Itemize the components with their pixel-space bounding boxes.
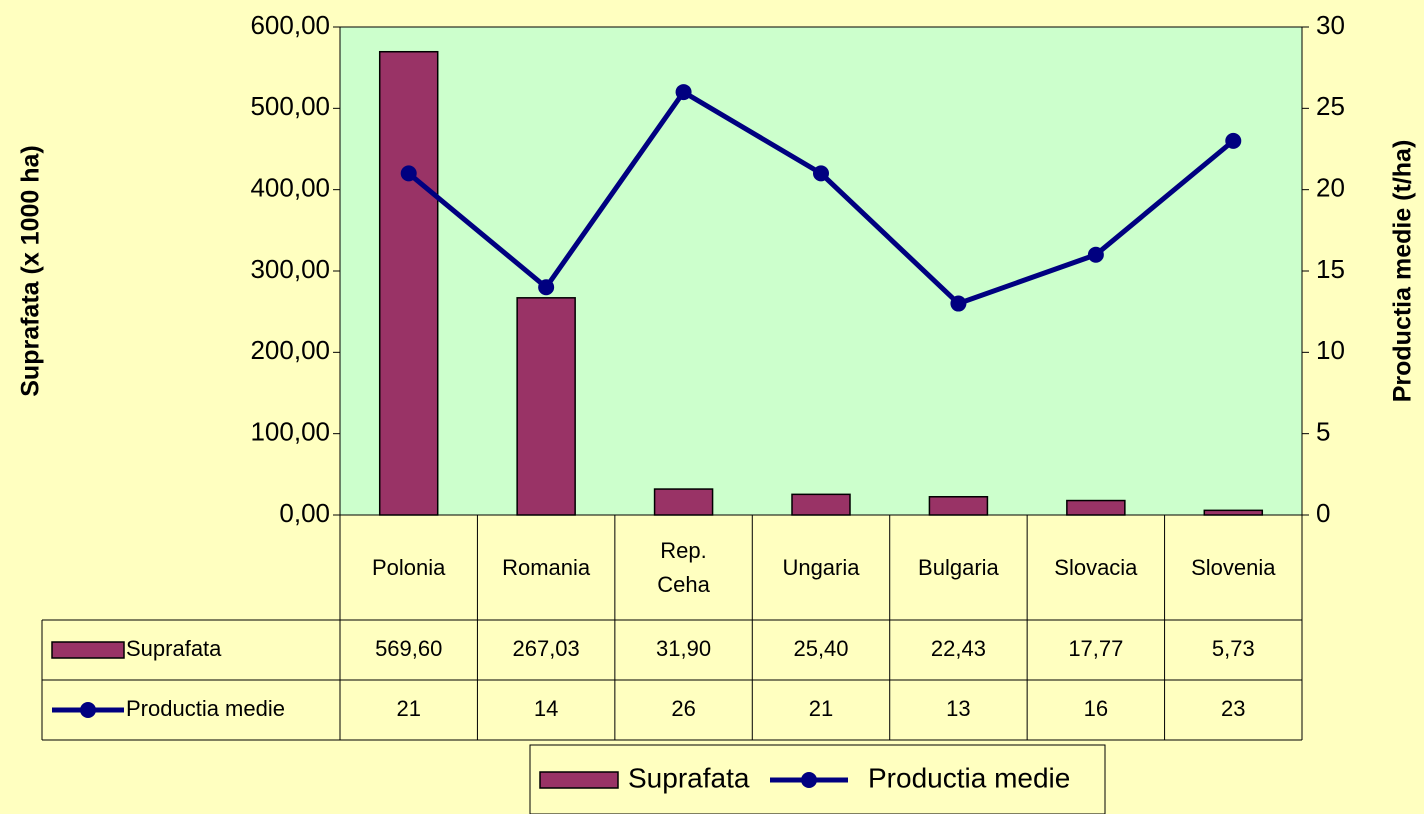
bar xyxy=(378,50,439,516)
table-value: 14 xyxy=(534,696,558,721)
table-legend-label: Productia medie xyxy=(126,696,285,721)
table-legend-label: Suprafata xyxy=(126,636,222,661)
x-tick-label: Ungaria xyxy=(782,554,860,580)
y-tick-label: 500,00 xyxy=(250,91,330,121)
y2-tick-label: 20 xyxy=(1316,173,1345,203)
line-marker xyxy=(1087,246,1104,263)
legend-marker xyxy=(80,702,96,718)
legend-swatch xyxy=(539,771,619,789)
table-value: 22,43 xyxy=(931,636,986,661)
y2-tick-label: 10 xyxy=(1316,335,1345,365)
table-value: 5,73 xyxy=(1212,636,1255,661)
plot-area xyxy=(339,26,1303,516)
table-value: 267,03 xyxy=(512,636,579,661)
table-value: 16 xyxy=(1084,696,1108,721)
x-tick-label: Bulgaria xyxy=(918,554,999,580)
bar xyxy=(1066,499,1126,516)
table-value: 569,60 xyxy=(375,636,442,661)
x-tick-label: Polonia xyxy=(372,554,446,580)
line-marker xyxy=(538,279,555,296)
category-cell: Ungaria xyxy=(782,554,860,580)
y-tick-label: 200,00 xyxy=(250,335,330,365)
y-axis-title: Suprafata (x 1000 ha) xyxy=(17,145,45,397)
y-tick-label: 0,00 xyxy=(279,498,330,528)
y2-tick-label: 15 xyxy=(1316,254,1345,284)
table-value: 31,90 xyxy=(656,636,711,661)
line-marker xyxy=(675,84,692,101)
y2-tick-label: 30 xyxy=(1316,10,1345,40)
legend-marker xyxy=(801,772,817,788)
x-tick-label: Rep. Ceha xyxy=(657,537,710,597)
bar xyxy=(653,488,714,516)
y-tick-label: 100,00 xyxy=(250,417,330,447)
category-cell: Romania xyxy=(502,554,591,580)
y-tick-label: 300,00 xyxy=(250,254,330,284)
x-tick-label: Slovenia xyxy=(1191,554,1276,580)
line-marker xyxy=(400,165,417,182)
category-cell: Slovenia xyxy=(1191,554,1276,580)
legend-label: Productia medie xyxy=(868,762,1070,793)
bar xyxy=(791,493,851,516)
line-marker xyxy=(813,165,829,182)
bar xyxy=(516,297,576,516)
y2-tick-label: 0 xyxy=(1316,498,1330,528)
line-marker xyxy=(1225,132,1242,149)
y2-axis-title: Productia medie (t/ha) xyxy=(1389,140,1417,403)
category-cell: Bulgaria xyxy=(918,554,999,580)
table-value: 26 xyxy=(671,696,695,721)
category-cell: Slovacia xyxy=(1054,554,1138,580)
table-value: 21 xyxy=(396,696,420,721)
line-marker xyxy=(950,295,967,312)
y2-tick-label: 25 xyxy=(1316,91,1345,121)
table-value: 21 xyxy=(809,696,833,721)
bar xyxy=(928,496,989,516)
y2-tick-label: 5 xyxy=(1316,417,1330,447)
table-value: 13 xyxy=(946,696,970,721)
legend-label: Suprafata xyxy=(628,762,750,793)
y-tick-label: 400,00 xyxy=(250,173,330,203)
table-value: 25,40 xyxy=(793,636,848,661)
table-value: 17,77 xyxy=(1068,636,1123,661)
bar xyxy=(1203,509,1264,516)
category-cell: Rep. Ceha xyxy=(657,537,710,597)
y-tick-label: 600,00 xyxy=(250,10,330,40)
table-value: 23 xyxy=(1221,696,1245,721)
x-tick-label: Romania xyxy=(502,554,591,580)
legend-swatch xyxy=(51,641,125,659)
category-cell: Polonia xyxy=(372,554,446,580)
x-tick-label: Slovacia xyxy=(1054,554,1138,580)
